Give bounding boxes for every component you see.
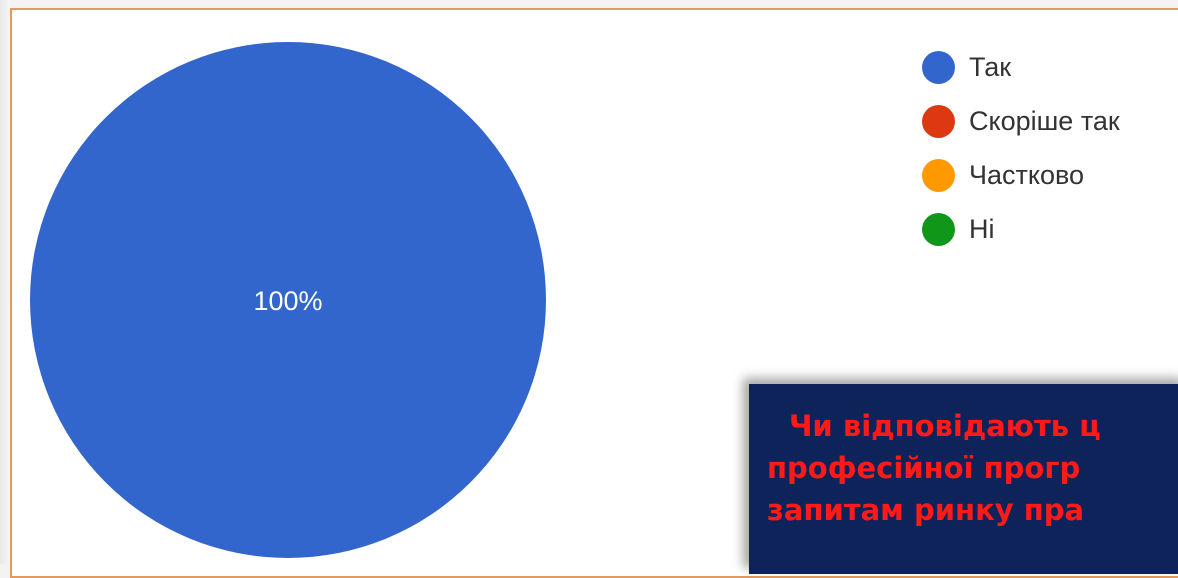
question-line-1: Чи відповідають ц (789, 409, 1101, 443)
pie-chart: 100% (30, 42, 546, 558)
pie-slice-tak (30, 42, 546, 558)
question-box: Чи відповідають ц професійної прогр запи… (749, 384, 1178, 574)
legend-label-tak: Так (969, 51, 1012, 82)
legend-item-skorishe-tak: Скоріше так (922, 94, 1120, 148)
question-line-3: запитам ринку пра (767, 493, 1085, 527)
legend-item-ni: Ні (922, 202, 1120, 256)
legend-item-tak: Так (922, 40, 1120, 94)
legend-swatch-skorishe-tak (922, 104, 955, 138)
question-line-2: професійної прогр (767, 451, 1081, 485)
legend-swatch-ni (922, 212, 955, 246)
pie-slices (30, 42, 546, 558)
background-edge (0, 0, 10, 564)
chart-legend: Так Скоріше так Частково Ні (922, 40, 1120, 256)
legend-swatch-tak (922, 50, 955, 84)
legend-label-chastkovo: Частково (969, 159, 1085, 190)
legend-label-ni: Ні (969, 213, 995, 244)
legend-swatch-chastkovo (922, 158, 955, 192)
legend-item-chastkovo: Частково (922, 148, 1120, 202)
legend-label-skorishe-tak: Скоріше так (969, 105, 1120, 136)
slice-data-label-tak: 100% (253, 286, 322, 316)
